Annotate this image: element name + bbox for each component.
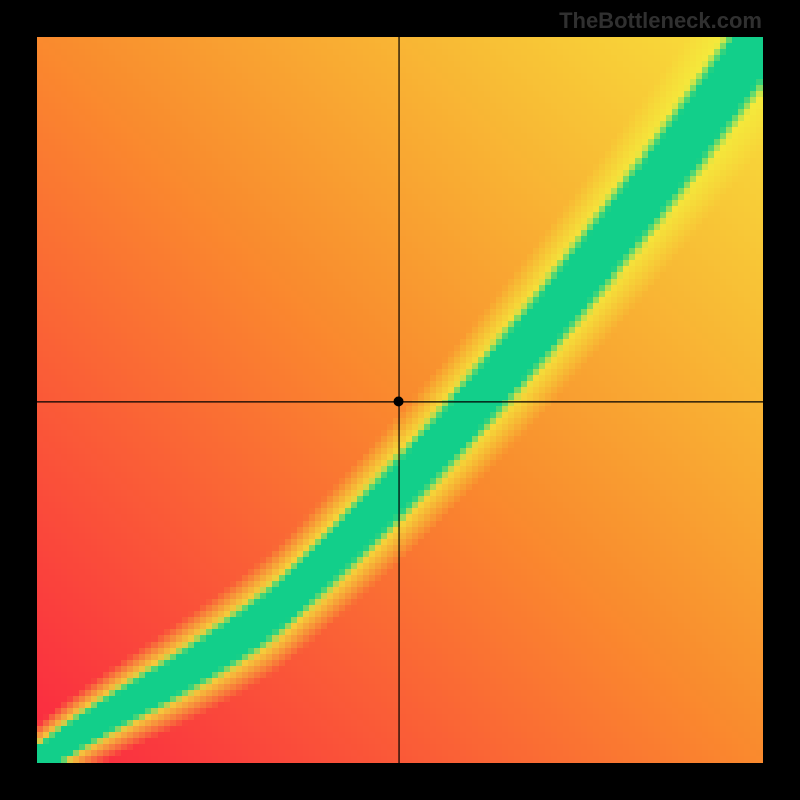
plot-area — [37, 37, 763, 763]
watermark-text: TheBottleneck.com — [559, 8, 762, 34]
bottleneck-heatmap-canvas — [37, 37, 763, 763]
outer-frame: TheBottleneck.com — [0, 0, 800, 800]
